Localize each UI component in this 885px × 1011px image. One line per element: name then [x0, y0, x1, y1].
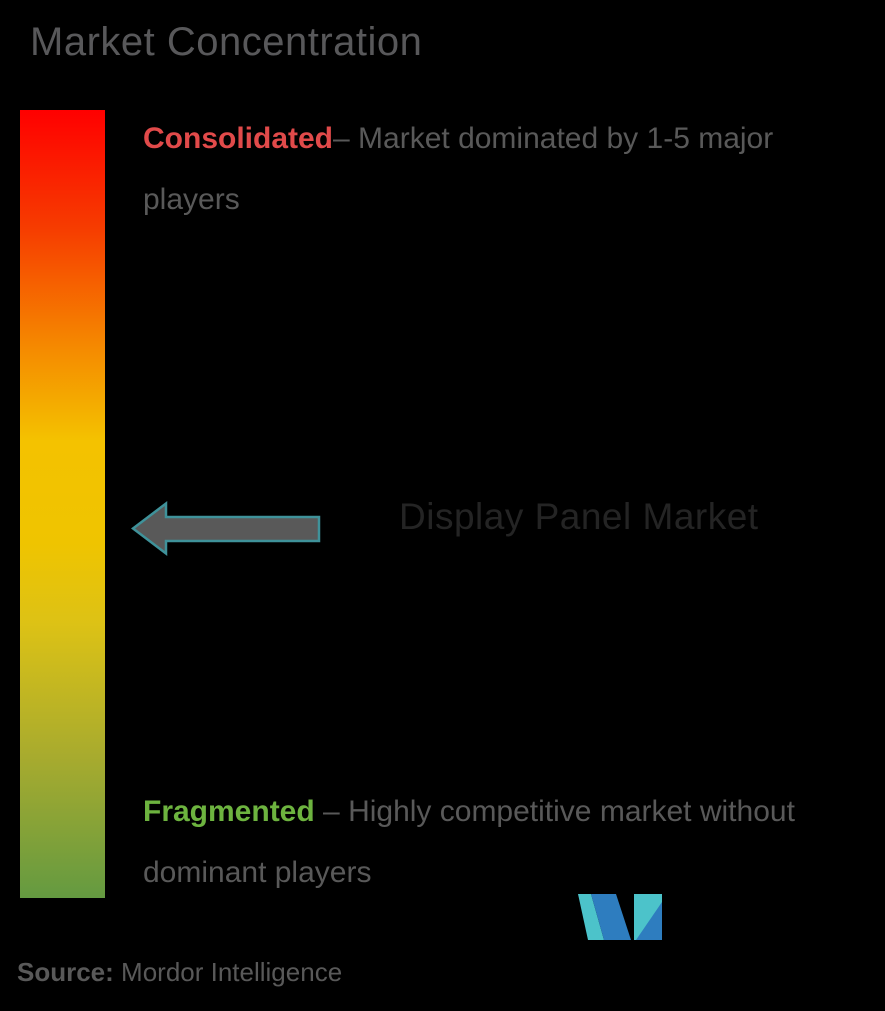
fragmented-legend: Fragmented – Highly competitive market w… [143, 781, 863, 903]
consolidated-description: Market dominated by 1-5 major players [143, 122, 774, 216]
source-attribution: Source: Mordor Intelligence [17, 956, 342, 988]
consolidated-separator: – [333, 122, 359, 155]
fragmented-separator: – [314, 795, 349, 828]
concentration-gradient-bar [20, 110, 105, 898]
fragmented-description: Highly competitive market without domina… [143, 795, 795, 889]
consolidated-term: Consolidated [143, 122, 334, 155]
market-label: Display Panel Market [399, 496, 759, 537]
consolidated-legend: Consolidated– Market dominated by 1-5 ma… [143, 108, 823, 230]
page-title: Market Concentration [30, 20, 423, 64]
left-arrow-icon [131, 500, 321, 557]
fragmented-term: Fragmented [143, 795, 315, 828]
source-label: Source: [17, 957, 114, 987]
mordor-intelligence-logo-icon [578, 894, 662, 940]
source-value: Mordor Intelligence [113, 957, 343, 987]
